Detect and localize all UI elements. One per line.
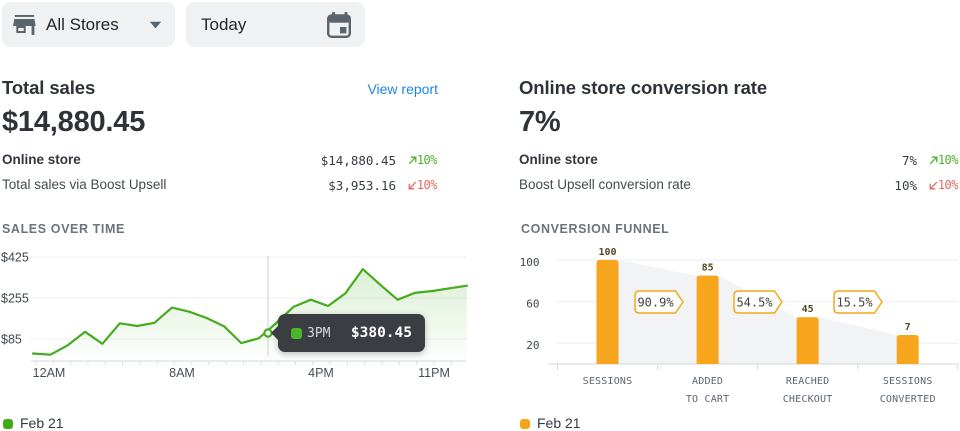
total-sales-title: Total sales: [2, 77, 96, 98]
metric-row: Boost Upsell conversion rate 10% 10%: [519, 176, 959, 193]
calendar-icon: [327, 12, 351, 38]
total-sales-value: $14,880.45: [2, 106, 146, 138]
metric-row: Total sales via Boost Upsell $3,953.16 1…: [2, 176, 438, 193]
store-filter-button[interactable]: All Stores: [2, 2, 175, 47]
svg-text:60: 60: [526, 298, 539, 311]
svg-text:$255: $255: [1, 291, 29, 305]
arrow-down-left-icon: [408, 181, 417, 190]
legend-swatch-green: [3, 419, 13, 429]
tooltip-series-swatch: [291, 327, 302, 339]
metric-change: 10%: [929, 153, 959, 167]
svg-text:7: 7: [905, 322, 911, 333]
store-filter-label: All Stores: [46, 14, 119, 34]
svg-text:12AM: 12AM: [33, 366, 66, 380]
svg-text:15.5%: 15.5%: [836, 296, 873, 310]
svg-text:100: 100: [598, 247, 616, 258]
metric-value: $3,953.16: [328, 177, 396, 193]
metric-change: 10%: [408, 153, 438, 167]
svg-text:CONVERTED: CONVERTED: [880, 394, 936, 405]
svg-text:45: 45: [802, 304, 814, 315]
metric-row: Online store $14,880.45 10%: [2, 151, 438, 168]
metric-label: Online store: [519, 152, 598, 167]
date-filter-label: Today: [201, 14, 247, 34]
conversion-funnel-chart[interactable]: 100 60 20 100 85 45 7 90.9% 54.5% 15.5% SESSIONS AD…: [519, 238, 960, 410]
sales-over-time-chart[interactable]: $425 $255 $85 12AM 8AM 4PM 11PM: [0, 240, 471, 385]
svg-text:11PM: 11PM: [418, 366, 450, 380]
legend-swatch-orange: [520, 419, 530, 429]
conversion-rate-title: Online store conversion rate: [519, 77, 768, 98]
metric-value: 10%: [894, 177, 917, 193]
legend-label: Feb 21: [20, 415, 64, 431]
date-filter-button[interactable]: Today: [186, 2, 365, 47]
metric-value: 7%: [901, 152, 917, 168]
svg-text:85: 85: [702, 263, 714, 274]
metric-value: $14,880.45: [320, 152, 396, 168]
metric-label: Total sales via Boost Upsell: [2, 177, 167, 192]
storefront-icon: [13, 14, 36, 35]
svg-text:54.5%: 54.5%: [736, 296, 773, 310]
svg-text:ADDED: ADDED: [692, 376, 723, 387]
metric-row: Online store 7% 10%: [519, 151, 959, 168]
sales-chart-legend: Feb 21: [3, 415, 64, 431]
chart-tooltip: 3PM $380.45: [271, 314, 425, 352]
svg-text:8AM: 8AM: [169, 366, 195, 380]
tooltip-time: 3PM: [307, 325, 331, 341]
legend-label: Feb 21: [537, 415, 581, 431]
metric-change: 10%: [408, 178, 438, 192]
metric-label: Online store: [2, 152, 81, 167]
svg-text:100: 100: [520, 256, 540, 269]
funnel-chart-legend: Feb 21: [520, 415, 581, 431]
chevron-down-icon: [149, 21, 162, 28]
svg-text:4PM: 4PM: [308, 366, 334, 380]
svg-text:$85: $85: [1, 333, 22, 347]
arrow-up-right-icon: [929, 156, 938, 165]
conversion-funnel-label: CONVERSION FUNNEL: [521, 222, 670, 236]
sales-over-time-label: SALES OVER TIME: [2, 222, 125, 236]
tooltip-value: $380.45: [350, 325, 412, 341]
metric-change: 10%: [929, 178, 959, 192]
metric-label: Boost Upsell conversion rate: [519, 177, 691, 192]
arrow-down-left-icon: [929, 181, 938, 190]
svg-text:$425: $425: [1, 250, 29, 264]
svg-text:90.9%: 90.9%: [637, 296, 674, 310]
svg-text:SESSIONS: SESSIONS: [883, 376, 933, 387]
svg-text:REACHED: REACHED: [786, 376, 830, 387]
svg-text:TO CART: TO CART: [686, 394, 730, 405]
svg-text:20: 20: [526, 339, 539, 352]
view-report-link[interactable]: View report: [367, 81, 438, 97]
svg-text:SESSIONS: SESSIONS: [583, 376, 633, 387]
arrow-up-right-icon: [408, 156, 417, 165]
conversion-rate-value: 7%: [519, 106, 561, 138]
svg-text:CHECKOUT: CHECKOUT: [783, 394, 833, 405]
